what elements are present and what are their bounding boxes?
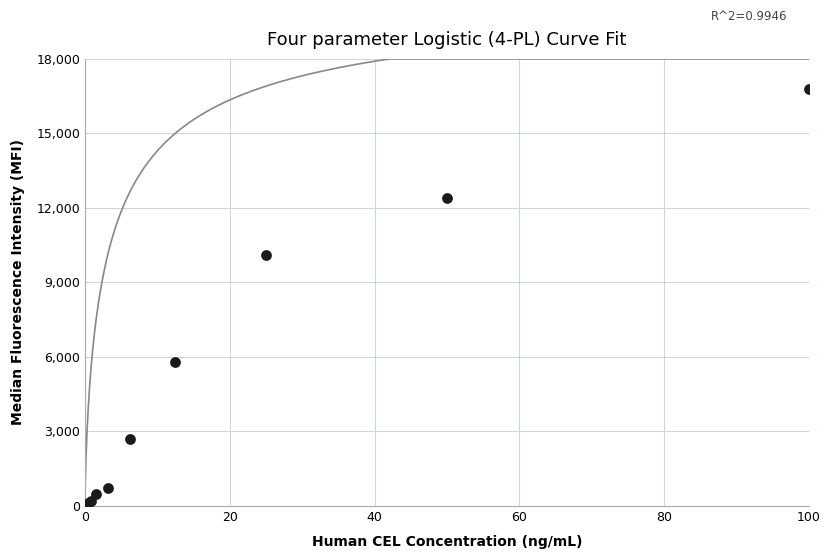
Point bbox=[260, 251, 273, 260]
Title: Four parameter Logistic (4-PL) Curve Fit: Four parameter Logistic (4-PL) Curve Fit bbox=[267, 31, 626, 49]
Text: R^2=0.9946: R^2=0.9946 bbox=[711, 10, 787, 23]
Point bbox=[90, 489, 103, 498]
Point bbox=[84, 497, 97, 506]
X-axis label: Human CEL Concentration (ng/mL): Human CEL Concentration (ng/mL) bbox=[312, 535, 582, 549]
Point bbox=[82, 499, 95, 508]
Point bbox=[440, 194, 453, 203]
Point bbox=[123, 435, 136, 444]
Point bbox=[169, 357, 182, 366]
Point bbox=[101, 483, 114, 492]
Point bbox=[802, 84, 815, 93]
Y-axis label: Median Fluorescence Intensity (MFI): Median Fluorescence Intensity (MFI) bbox=[11, 139, 25, 426]
